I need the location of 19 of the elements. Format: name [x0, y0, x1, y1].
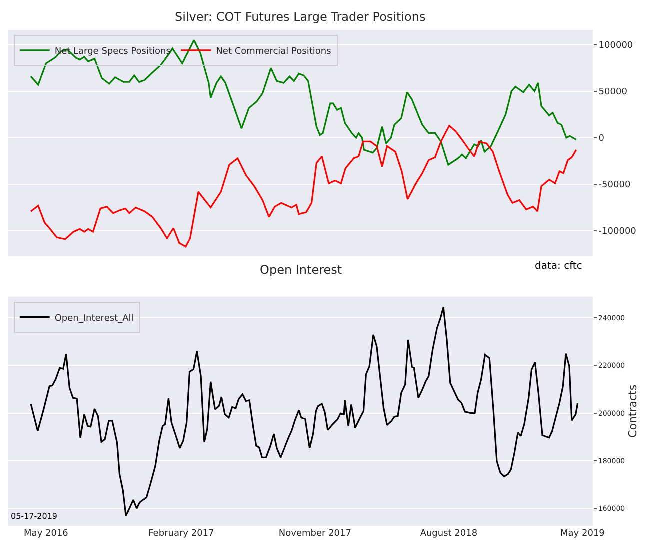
x-tick-label: August 2018	[420, 529, 478, 539]
x-tick-label: May 2019	[560, 529, 606, 539]
text: data: cftc	[535, 261, 582, 272]
x-tick-label: November 2017	[278, 529, 352, 539]
y-tick-label: -100000	[598, 227, 637, 238]
legend-label: Open_Interest_All	[54, 314, 134, 324]
chart-title: Silver: COT Futures Large Trader Positions	[175, 10, 426, 24]
line-series	[30, 39, 578, 166]
y-tick-label: -50000	[598, 180, 631, 191]
line-series	[30, 125, 578, 248]
legend-label: Net Commercial Positions	[216, 46, 332, 57]
annotation: 05-17-2019	[11, 512, 58, 521]
y-tick-label: 50000	[598, 88, 628, 98]
chart-title: Open Interest	[260, 263, 342, 277]
y-tick-label: 0	[598, 134, 605, 144]
y-tick-label: 100000	[598, 41, 634, 52]
y-axis-title: Contracts	[626, 384, 640, 438]
x-tick-label: February 2017	[148, 529, 214, 539]
x-tick-label: May 2016	[24, 529, 69, 539]
